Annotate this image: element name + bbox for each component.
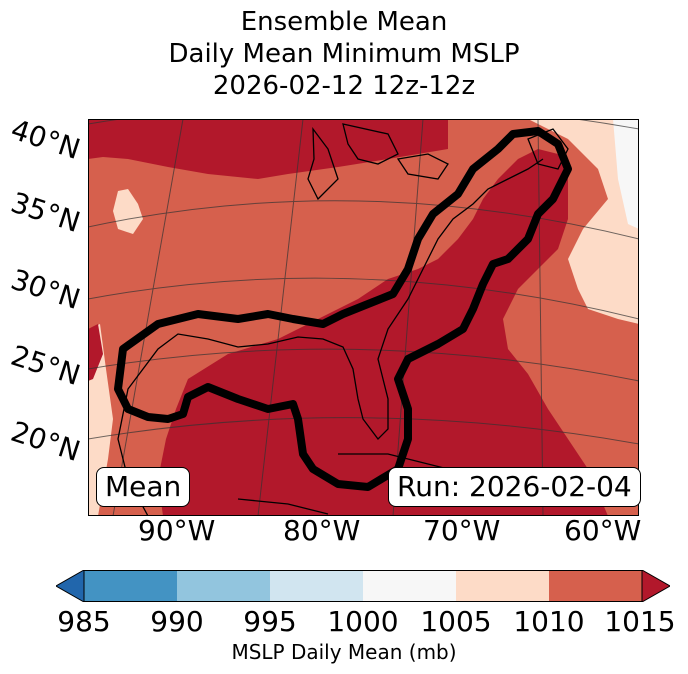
- lat-label-40: 40°N: [6, 112, 85, 167]
- colorbar-bin-990-995: [177, 570, 270, 602]
- colorbar-bin-995-1000: [270, 570, 363, 602]
- colorbar: [56, 570, 670, 602]
- lon-label-60: 60°W: [564, 514, 642, 547]
- lat-label-25: 25°N: [6, 338, 85, 393]
- colorbar-bin-985-990: [84, 570, 177, 602]
- field-1005-1010-spot: [113, 189, 143, 234]
- cbar-tick-1015: 1015: [604, 605, 676, 638]
- title-line-3: 2026-02-12 12z-12z: [212, 71, 476, 101]
- title-line-2: Daily Mean Minimum MSLP: [168, 39, 520, 69]
- colorbar-label: MSLP Daily Mean (mb): [231, 640, 457, 664]
- field-1005-1010-ne: [528, 119, 639, 324]
- run-badge: Run: 2026-02-04: [388, 467, 641, 507]
- colorbar-bin-1010-1015: [549, 570, 642, 602]
- lat-label-20: 20°N: [6, 414, 85, 469]
- cbar-tick-995: 995: [243, 605, 297, 638]
- title-line-1: Ensemble Mean: [240, 7, 448, 37]
- lat-label-30: 30°N: [6, 262, 85, 317]
- lon-label-70: 70°W: [423, 514, 501, 547]
- lon-label-80: 80°W: [283, 514, 361, 547]
- cbar-tick-990: 990: [150, 605, 204, 638]
- graticule: [88, 119, 639, 516]
- cbar-tick-1005: 1005: [420, 605, 492, 638]
- lon-label-90: 90°W: [138, 514, 216, 547]
- lat-label-35: 35°N: [6, 185, 85, 240]
- colorbar-bin-1000-1005: [363, 570, 456, 602]
- colorbar-bin-gt1015: [641, 570, 670, 602]
- field-1015-west: [88, 324, 103, 381]
- coastlines: [117, 123, 569, 516]
- cbar-tick-1010: 1010: [513, 605, 585, 638]
- cbar-tick-985: 985: [57, 605, 111, 638]
- colorbar-bin-lt985: [56, 570, 85, 602]
- cbar-tick-1000: 1000: [327, 605, 399, 638]
- mean-badge: Mean: [96, 467, 191, 507]
- colorbar-bin-1005-1010: [456, 570, 549, 602]
- contour-line: [114, 127, 572, 491]
- mslp-map: [88, 119, 639, 516]
- field-1015-north: [88, 119, 448, 179]
- field-1000-1005-ne: [613, 119, 639, 229]
